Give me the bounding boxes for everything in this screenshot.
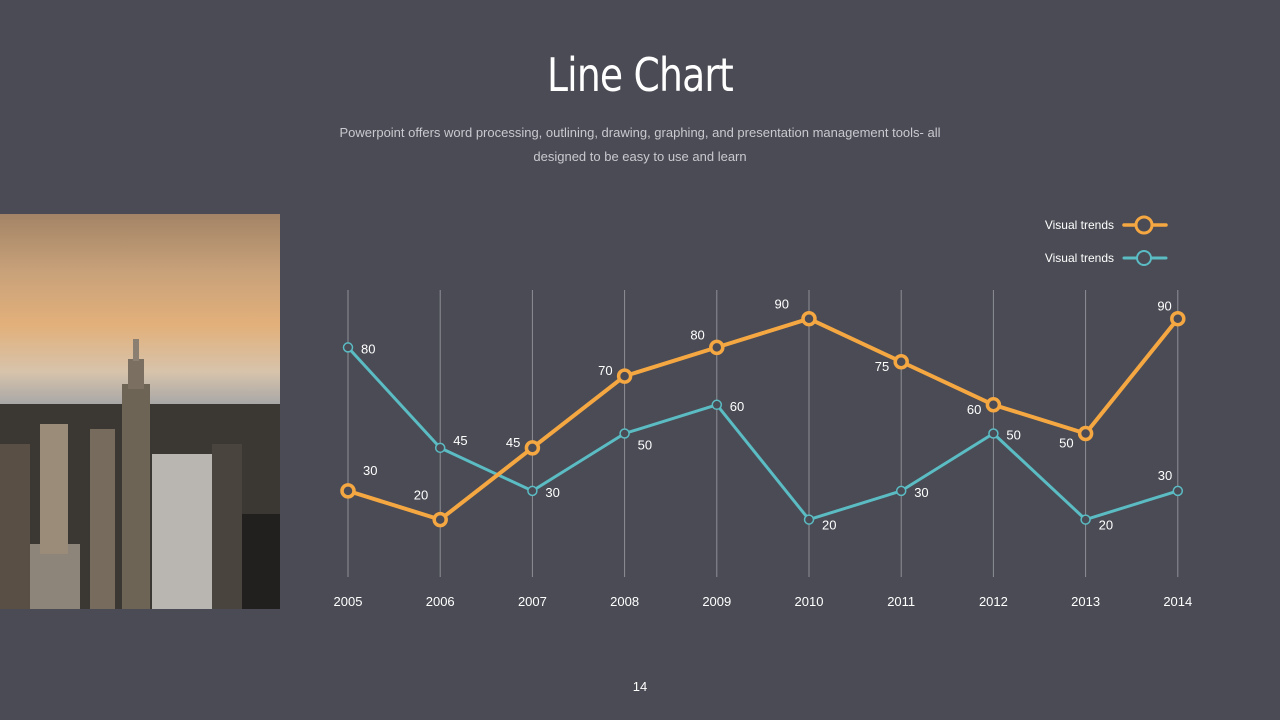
x-tick-label: 2009: [702, 594, 731, 609]
data-point: [1077, 425, 1094, 442]
series-line: [346, 346, 1179, 522]
data-label: 80: [361, 341, 375, 356]
data-label: 20: [822, 518, 836, 533]
data-point: [803, 514, 815, 525]
data-label: 60: [967, 402, 981, 417]
series-line: [347, 316, 1180, 522]
data-point: [988, 428, 999, 439]
data-point: [432, 511, 448, 528]
chart-legend: Visual trends Visual trends: [1045, 214, 1168, 280]
data-point: [524, 440, 541, 456]
data-label: 50: [638, 438, 652, 453]
data-point: [1172, 485, 1184, 497]
slide-subtitle: Powerpoint offers word processing, outli…: [339, 125, 941, 164]
data-point: [527, 485, 538, 497]
slide-title: Line Chart: [546, 48, 734, 102]
data-label: 20: [1099, 518, 1113, 533]
data-point: [342, 342, 354, 353]
data-point: [1170, 310, 1186, 327]
data-label: 30: [914, 485, 928, 500]
page-number: 14: [632, 679, 648, 694]
data-point: [340, 483, 356, 499]
data-point: [895, 485, 907, 497]
data-label: 75: [875, 359, 889, 374]
x-tick-label: 2006: [426, 594, 455, 609]
data-label: 50: [1059, 436, 1073, 451]
data-point: [893, 354, 909, 370]
x-tick-label: 2010: [795, 594, 824, 609]
data-label: 30: [363, 463, 377, 478]
data-point: [434, 442, 446, 454]
data-label: 90: [775, 297, 789, 312]
x-tick-label: 2013: [1071, 594, 1100, 609]
data-label: 30: [1158, 468, 1172, 483]
legend-item-teal: Visual trends: [1045, 247, 1168, 269]
data-label: 60: [730, 399, 744, 414]
data-label: 80: [690, 327, 704, 342]
orange-line-marker-icon: [1122, 215, 1168, 235]
x-tick-label: 2014: [1163, 594, 1192, 609]
legend-item-orange: Visual trends: [1045, 214, 1168, 236]
x-tick-label: 2008: [610, 594, 639, 609]
skyline-illustration: [0, 339, 280, 609]
data-label: 70: [598, 363, 612, 378]
data-label: 30: [545, 485, 559, 500]
data-label: 45: [506, 435, 520, 450]
data-point: [711, 399, 723, 411]
data-point: [709, 339, 725, 356]
data-label: 20: [414, 488, 428, 503]
data-point: [616, 368, 633, 384]
legend-label: Visual trends: [1044, 218, 1114, 232]
data-point: [619, 428, 630, 439]
x-tick-label: 2012: [979, 594, 1008, 609]
data-point: [801, 310, 817, 327]
data-label: 90: [1157, 299, 1171, 314]
teal-line-marker-icon: [1122, 250, 1168, 266]
city-skyline-photo: [0, 214, 280, 609]
data-point: [1080, 514, 1091, 525]
data-label: 45: [453, 433, 467, 448]
data-label: 50: [1006, 428, 1020, 443]
data-point: [985, 397, 1002, 413]
x-tick-label: 2005: [334, 594, 363, 609]
x-tick-label: 2011: [887, 594, 915, 609]
x-tick-label: 2007: [518, 594, 547, 609]
legend-label: Visual trends: [1044, 251, 1114, 265]
